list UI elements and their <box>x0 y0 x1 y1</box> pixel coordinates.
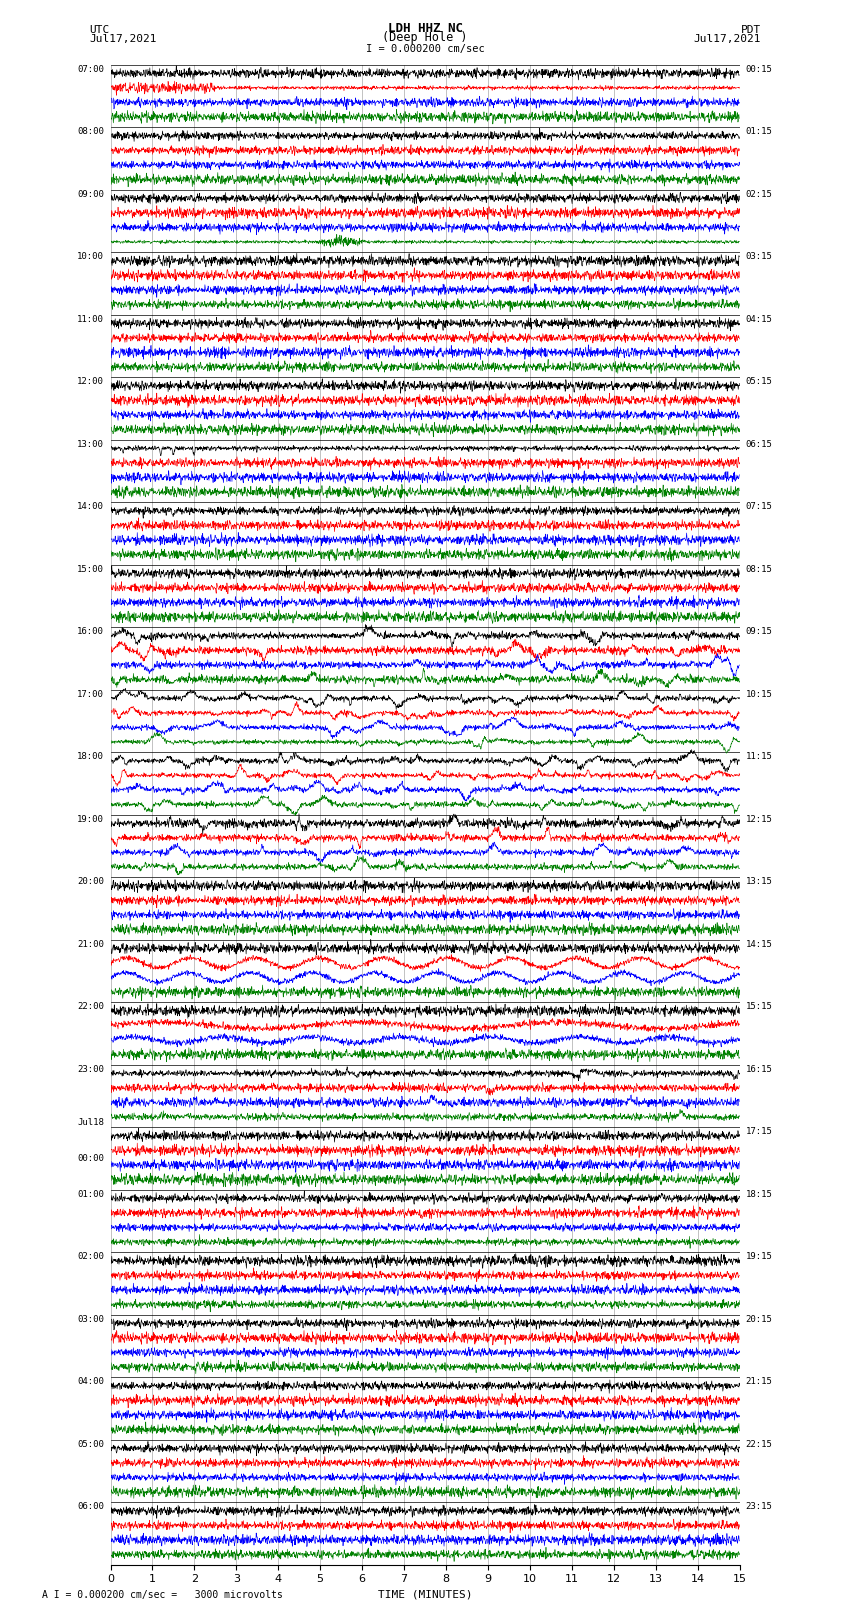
Text: 20:15: 20:15 <box>745 1315 773 1324</box>
Text: 15:15: 15:15 <box>745 1002 773 1011</box>
Text: 16:00: 16:00 <box>77 627 105 636</box>
Text: A I = 0.000200 cm/sec =   3000 microvolts: A I = 0.000200 cm/sec = 3000 microvolts <box>42 1590 283 1600</box>
Text: 03:00: 03:00 <box>77 1315 105 1324</box>
Text: 23:15: 23:15 <box>745 1502 773 1511</box>
Text: 22:15: 22:15 <box>745 1439 773 1448</box>
Text: 00:15: 00:15 <box>745 65 773 74</box>
Text: 19:00: 19:00 <box>77 815 105 824</box>
Text: Jul17,2021: Jul17,2021 <box>89 34 156 44</box>
Text: 04:00: 04:00 <box>77 1378 105 1386</box>
Text: 22:00: 22:00 <box>77 1002 105 1011</box>
Text: 08:00: 08:00 <box>77 127 105 135</box>
Text: 17:15: 17:15 <box>745 1127 773 1136</box>
Text: 04:15: 04:15 <box>745 315 773 324</box>
Text: 15:00: 15:00 <box>77 565 105 574</box>
Text: 10:00: 10:00 <box>77 252 105 261</box>
Text: 16:15: 16:15 <box>745 1065 773 1074</box>
Text: 14:00: 14:00 <box>77 502 105 511</box>
Text: Jul18: Jul18 <box>77 1118 105 1127</box>
Text: UTC: UTC <box>89 24 110 35</box>
Text: 02:00: 02:00 <box>77 1252 105 1261</box>
Text: 09:15: 09:15 <box>745 627 773 636</box>
Text: 01:00: 01:00 <box>77 1190 105 1198</box>
Text: 06:15: 06:15 <box>745 440 773 448</box>
Text: 14:15: 14:15 <box>745 939 773 948</box>
Text: PDT: PDT <box>740 24 761 35</box>
Text: 21:00: 21:00 <box>77 939 105 948</box>
Text: 01:15: 01:15 <box>745 127 773 135</box>
Text: 12:15: 12:15 <box>745 815 773 824</box>
Text: 11:00: 11:00 <box>77 315 105 324</box>
X-axis label: TIME (MINUTES): TIME (MINUTES) <box>377 1590 473 1600</box>
Text: 12:00: 12:00 <box>77 377 105 386</box>
Text: (Deep Hole ): (Deep Hole ) <box>382 31 468 44</box>
Text: 10:15: 10:15 <box>745 690 773 698</box>
Text: 11:15: 11:15 <box>745 752 773 761</box>
Text: 07:00: 07:00 <box>77 65 105 74</box>
Text: 07:15: 07:15 <box>745 502 773 511</box>
Text: Jul17,2021: Jul17,2021 <box>694 34 761 44</box>
Text: 05:15: 05:15 <box>745 377 773 386</box>
Text: 13:00: 13:00 <box>77 440 105 448</box>
Text: 23:00: 23:00 <box>77 1065 105 1074</box>
Text: 18:00: 18:00 <box>77 752 105 761</box>
Text: 00:00: 00:00 <box>77 1153 105 1163</box>
Text: 18:15: 18:15 <box>745 1190 773 1198</box>
Text: 02:15: 02:15 <box>745 189 773 198</box>
Text: LDH HHZ NC: LDH HHZ NC <box>388 21 462 35</box>
Text: 17:00: 17:00 <box>77 690 105 698</box>
Text: 05:00: 05:00 <box>77 1439 105 1448</box>
Text: 21:15: 21:15 <box>745 1378 773 1386</box>
Text: 20:00: 20:00 <box>77 877 105 886</box>
Text: 03:15: 03:15 <box>745 252 773 261</box>
Text: 06:00: 06:00 <box>77 1502 105 1511</box>
Text: I = 0.000200 cm/sec: I = 0.000200 cm/sec <box>366 44 484 53</box>
Text: 19:15: 19:15 <box>745 1252 773 1261</box>
Text: 08:15: 08:15 <box>745 565 773 574</box>
Text: 13:15: 13:15 <box>745 877 773 886</box>
Text: 09:00: 09:00 <box>77 189 105 198</box>
